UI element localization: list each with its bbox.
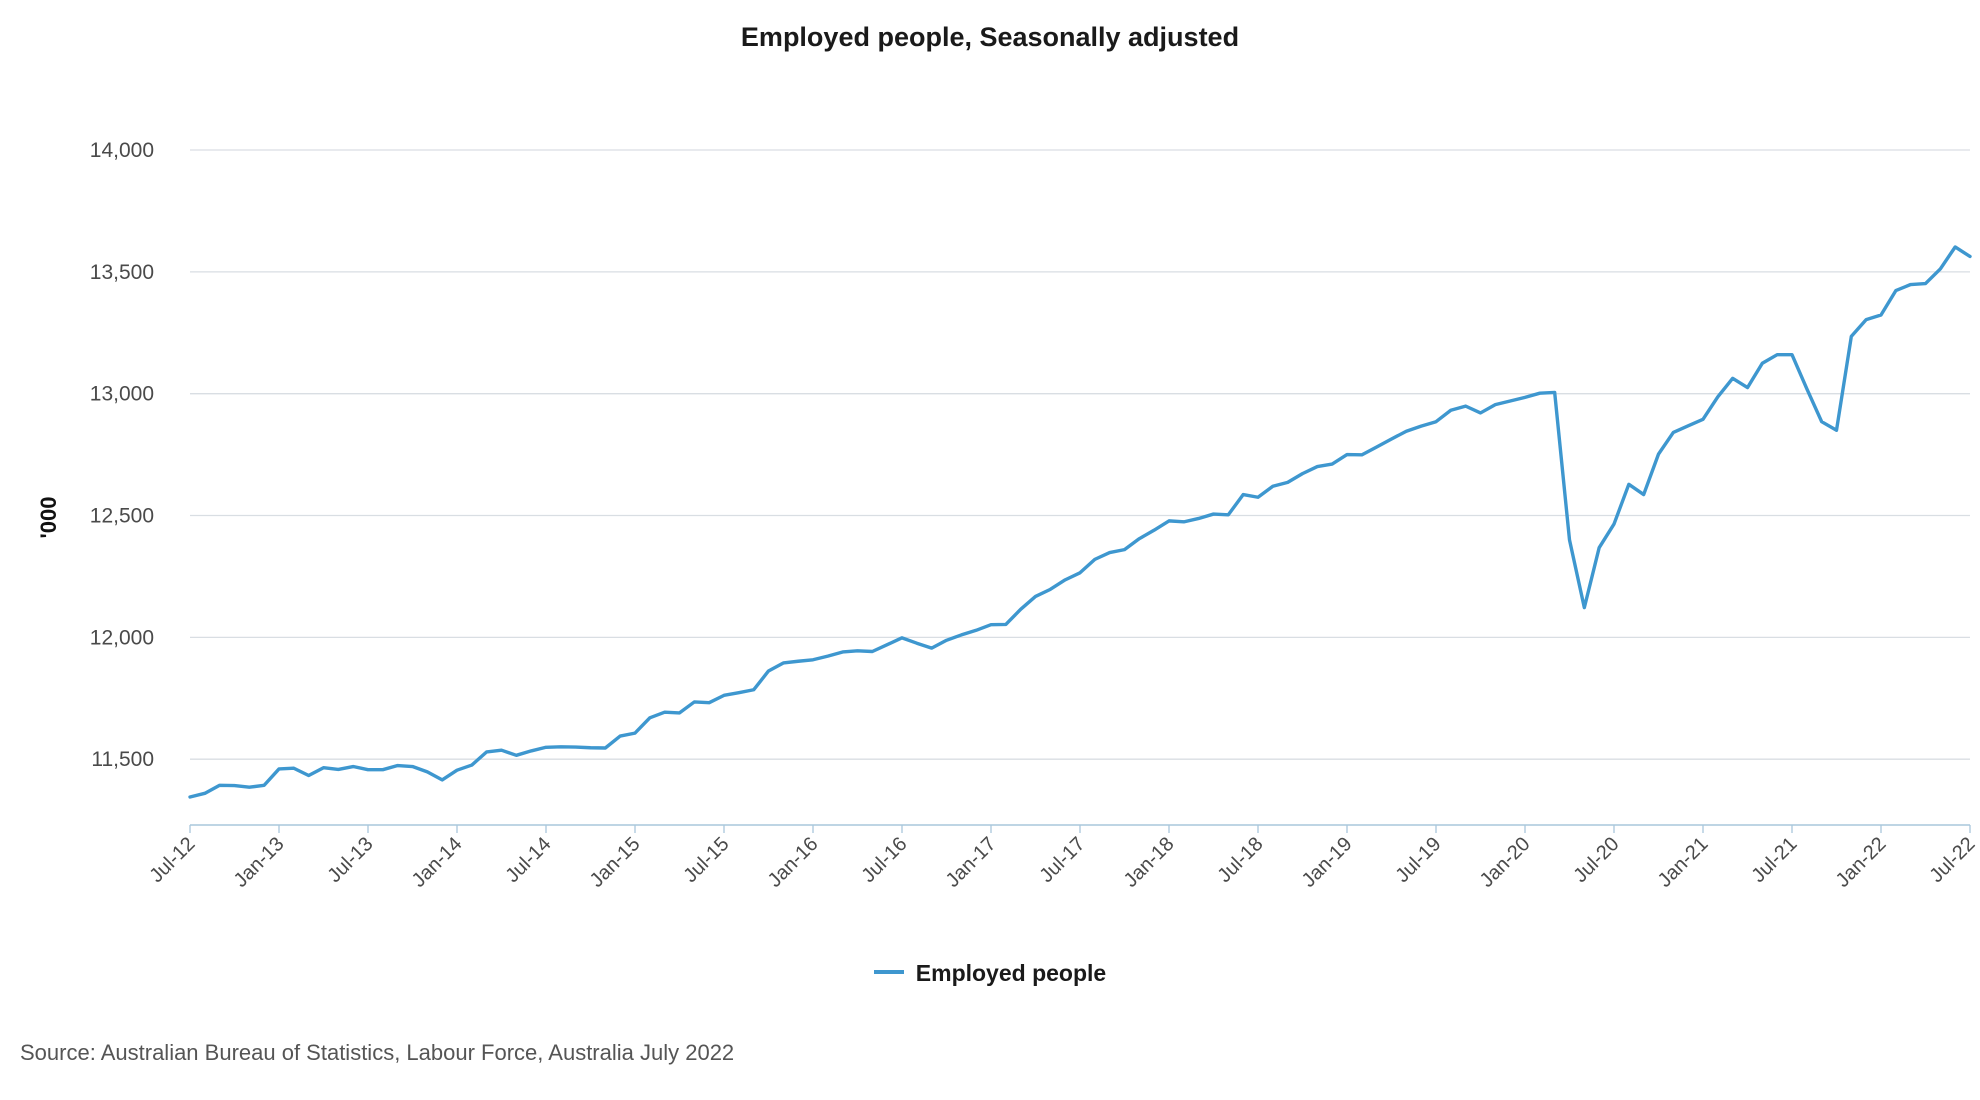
x-tick-label: Jan-14 — [408, 833, 467, 892]
chart-title: Employed people, Seasonally adjusted — [740, 22, 1240, 52]
x-tick-label: Jan-16 — [764, 833, 823, 892]
x-tick-label: Jul-21 — [1747, 833, 1801, 887]
x-tick-label: Jul-19 — [1391, 833, 1445, 887]
legend-swatch-employed-people — [873, 969, 904, 974]
y-tick-label: 13,500 — [90, 261, 154, 284]
x-tick-label: Jan-15 — [586, 833, 645, 892]
y-axis-ticks: 11,500 12,000 12,500 13,000 13,500 14,000 — [90, 139, 154, 771]
x-tick-label: Jan-20 — [1476, 833, 1535, 892]
x-tick-label: Jul-12 — [145, 833, 199, 887]
x-tick-label: Jul-13 — [323, 833, 377, 887]
y-axis-label: '000 — [36, 497, 61, 539]
y-tick-label: 14,000 — [90, 139, 154, 162]
source-note: Source: Australian Bureau of Statistics,… — [20, 1040, 735, 1065]
y-tick-label: 11,500 — [91, 748, 154, 771]
gridlines — [190, 149, 1970, 760]
x-tick-label: Jan-13 — [230, 833, 289, 892]
x-tick-label: Jul-14 — [501, 833, 555, 887]
x-axis-ticks: Jul-12 Jan-13 Jul-13 Jan-14 Jul-14 Jan-15 Jul-… — [145, 825, 1980, 892]
legend-label: Employed people — [915, 960, 1107, 986]
x-tick-label: Jul-15 — [679, 833, 733, 887]
series-line-employed-people — [188, 245, 1972, 799]
x-tick-label: Jan-21 — [1654, 833, 1713, 892]
series-layer — [188, 245, 1972, 799]
x-tick-label: Jul-16 — [857, 833, 911, 887]
x-tick-label: Jul-18 — [1213, 833, 1267, 887]
x-tick-label: Jan-17 — [942, 833, 1001, 892]
y-tick-label: 12,500 — [90, 505, 154, 528]
y-tick-label: 12,000 — [90, 626, 154, 649]
x-tick-label: Jan-22 — [1832, 833, 1891, 892]
x-tick-label: Jan-18 — [1120, 833, 1179, 892]
x-tick-label: Jul-17 — [1035, 833, 1089, 887]
x-tick-label: Jul-20 — [1569, 833, 1623, 887]
legend: Employed people — [0, 960, 1980, 987]
x-tick-label: Jan-19 — [1298, 833, 1357, 892]
x-tick-label: Jul-22 — [1925, 833, 1979, 887]
y-tick-label: 13,000 — [90, 383, 154, 406]
